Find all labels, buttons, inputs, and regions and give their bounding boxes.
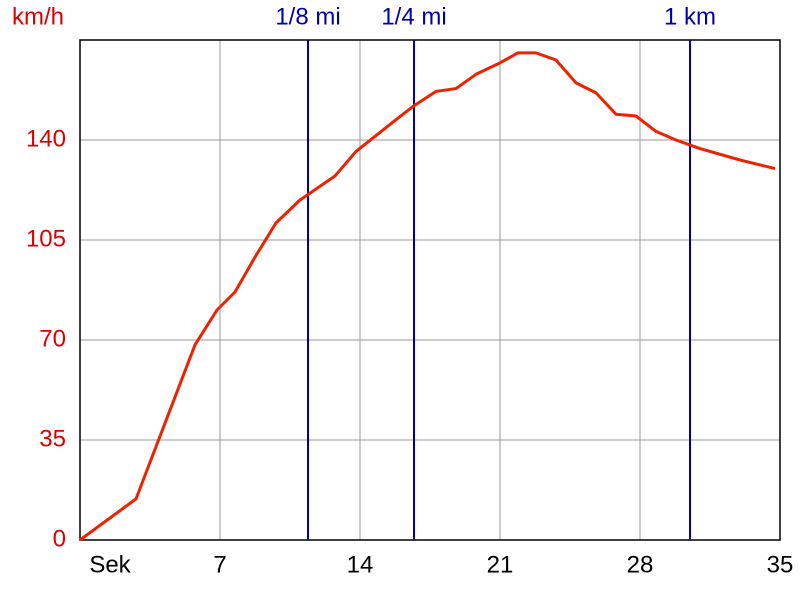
x-tick-label: 21 xyxy=(487,551,514,578)
speed-line xyxy=(79,51,776,542)
y-tick-label: 0 xyxy=(53,525,66,552)
x-tick-label: 28 xyxy=(627,551,654,578)
distance-marker-label: 1/8 mi xyxy=(275,3,340,30)
y-tick-label: 35 xyxy=(39,425,66,452)
x-tick-label: 7 xyxy=(213,551,226,578)
x-tick-label: 35 xyxy=(767,551,794,578)
y-tick-label: 70 xyxy=(39,325,66,352)
x-axis-label: Sek xyxy=(89,551,131,578)
plot-frame xyxy=(79,39,781,541)
distance-marker-label: 1 km xyxy=(664,3,716,30)
y-tick-label: 105 xyxy=(26,225,66,252)
distance-marker-label: 1/4 mi xyxy=(381,3,446,30)
y-axis-label: km/h xyxy=(12,3,64,30)
x-tick-label: 14 xyxy=(347,551,374,578)
y-tick-label: 140 xyxy=(26,125,66,152)
